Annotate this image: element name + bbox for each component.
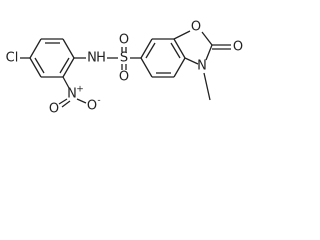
atom-label: H (96, 51, 106, 66)
atom-label: N (197, 59, 207, 74)
atom-label: O (87, 99, 97, 114)
bonds (20, 30, 231, 108)
atom-label: O (119, 70, 129, 85)
atom-label: S (120, 51, 128, 66)
atom-label: O (49, 102, 59, 117)
charge: - (97, 96, 100, 106)
atom-label: O (191, 20, 201, 35)
atom-labels: Cl N H O N + O - S O O O O N (6, 20, 243, 117)
atom-label: O (119, 33, 129, 48)
atom-label: O (233, 40, 243, 55)
atom-label: N (67, 87, 77, 102)
charge: + (76, 85, 84, 95)
atom-label: Cl (6, 51, 19, 66)
structure-diagram: Cl N H O N + O - S O O O O N (6, 20, 243, 117)
atom-label: N (87, 51, 97, 66)
